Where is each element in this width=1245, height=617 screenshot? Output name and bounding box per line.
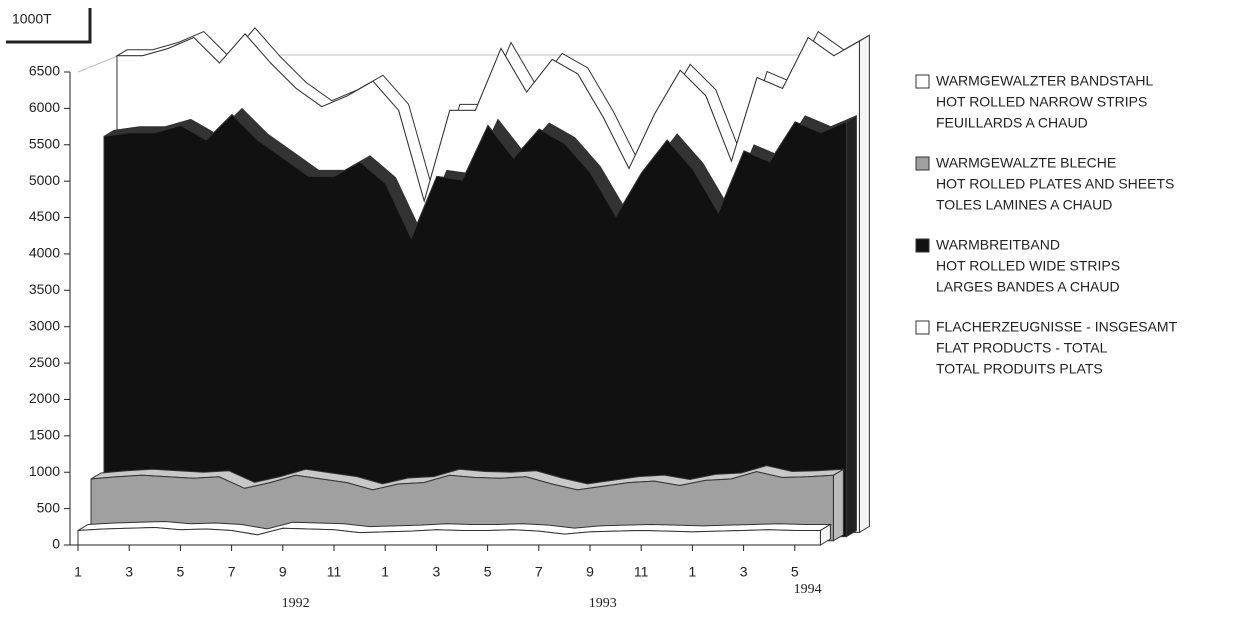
year-label: 1993 — [589, 596, 617, 611]
x-tick-label: 3 — [125, 564, 133, 580]
unit-label: 1000T — [12, 11, 52, 27]
x-tick-label: 11 — [327, 564, 342, 580]
unit-bracket — [6, 8, 92, 44]
y-tick-label: 5500 — [29, 135, 60, 151]
area-side-face — [858, 34, 870, 534]
area — [103, 113, 847, 538]
x-tick-label: 3 — [433, 564, 441, 580]
legend-swatch — [915, 320, 930, 335]
y-tick-label: 3000 — [29, 317, 60, 333]
legend-label: FEUILLARDS A CHAUD — [936, 115, 1088, 131]
y-tick-label: 4000 — [29, 245, 60, 261]
x-tick-label: 11 — [634, 564, 649, 580]
x-tick-label: 7 — [535, 564, 543, 580]
year-label: 1994 — [794, 582, 822, 597]
area — [90, 471, 834, 542]
x-tick-label: 1 — [74, 564, 82, 580]
y-tick-label: 500 — [37, 499, 61, 515]
y-tick-label: 3500 — [29, 281, 60, 297]
area — [77, 527, 821, 546]
x-tick-label: 1 — [381, 564, 389, 580]
legend-label: FLACHERZEUGNISSE - INSGESAMT — [936, 319, 1178, 335]
legend-label: TOTAL PRODUITS PLATS — [936, 361, 1103, 377]
y-tick-label: 2000 — [29, 390, 60, 406]
x-tick-label: 9 — [586, 564, 594, 580]
y-tick-label: 2500 — [29, 354, 60, 370]
legend-label: TOLES LAMINES A CHAUD — [936, 197, 1112, 213]
legend-label: HOT ROLLED WIDE STRIPS — [936, 258, 1120, 274]
x-tick-label: 7 — [228, 564, 236, 580]
x-tick-label: 3 — [740, 564, 748, 580]
legend-swatch — [915, 74, 930, 89]
year-label: 1992 — [282, 596, 310, 611]
x-tick-label: 5 — [791, 564, 799, 580]
x-tick-label: 9 — [279, 564, 287, 580]
legend-swatch — [915, 156, 930, 171]
legend-swatch — [915, 238, 930, 253]
area-side-face — [845, 114, 857, 538]
x-tick-label: 5 — [484, 564, 492, 580]
legend-label: LARGES BANDES A CHAUD — [936, 279, 1120, 295]
y-tick-label: 6500 — [29, 63, 60, 79]
legend-label: WARMBREITBAND — [936, 237, 1060, 253]
area-side-face — [832, 468, 844, 542]
y-tick-label: 5000 — [29, 172, 60, 188]
y-tick-label: 0 — [52, 536, 60, 552]
legend-label: WARMGEWALZTER BANDSTAHL — [936, 73, 1153, 89]
y-tick-label: 4500 — [29, 208, 60, 224]
legend-label: HOT ROLLED NARROW STRIPS — [936, 94, 1147, 110]
x-tick-label: 1 — [689, 564, 697, 580]
y-tick-label: 1500 — [29, 427, 60, 443]
x-tick-label: 5 — [177, 564, 185, 580]
y-tick-label: 1000 — [29, 463, 60, 479]
legend-label: FLAT PRODUCTS - TOTAL — [936, 340, 1108, 356]
legend-label: WARMGEWALZTE BLECHE — [936, 155, 1116, 171]
y-tick-label: 6000 — [29, 99, 60, 115]
legend-label: HOT ROLLED PLATES AND SHEETS — [936, 176, 1174, 192]
